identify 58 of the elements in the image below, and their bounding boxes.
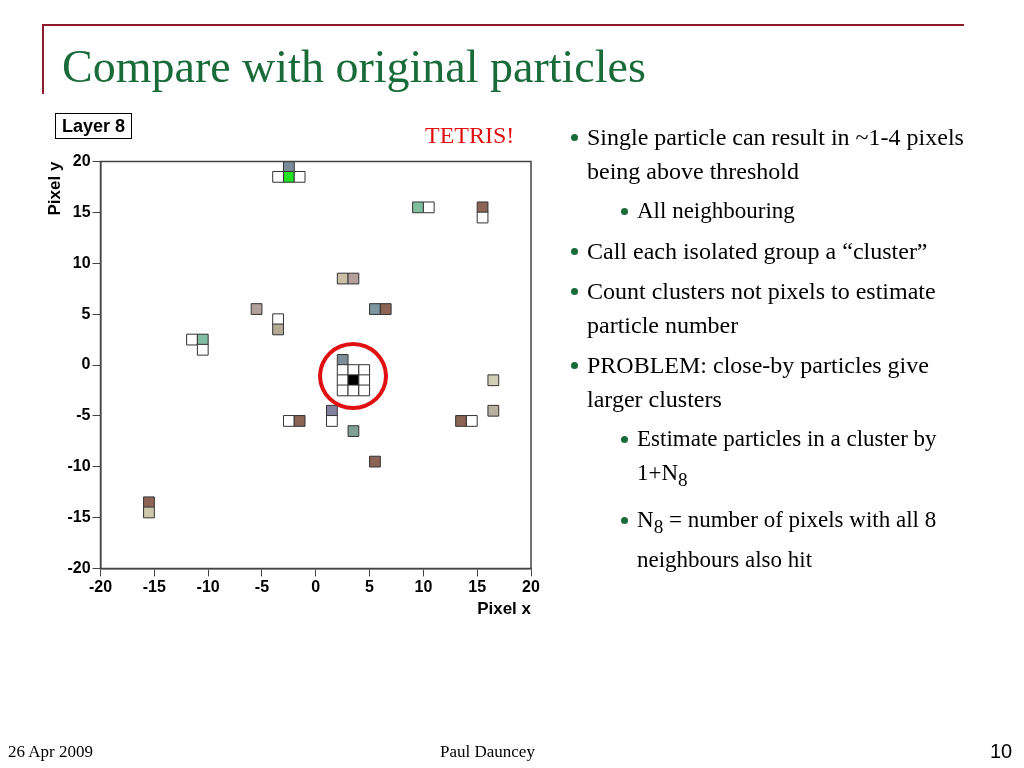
text: PROBLEM: close-by particles give larger clusters	[587, 351, 930, 414]
point	[272, 170, 284, 183]
y-axis-title: Pixel y	[44, 161, 64, 216]
point	[487, 404, 500, 417]
x-tick-label: -10	[196, 578, 220, 596]
x-tick-label: 0	[311, 578, 321, 596]
y-tick-label: -20	[67, 558, 91, 576]
point	[293, 415, 306, 427]
x-tick-label: 15	[468, 578, 487, 596]
point	[282, 170, 295, 183]
point	[347, 272, 360, 285]
x-tick-label: 10	[414, 578, 433, 596]
text: Single particle can result in ~1-4 pixels being above threshold	[587, 123, 965, 186]
point	[282, 415, 295, 427]
y-tick-label: 5	[81, 304, 91, 322]
point	[293, 170, 306, 183]
point	[465, 415, 478, 427]
text: 26 Apr 2009	[8, 742, 93, 762]
point	[347, 384, 360, 397]
point	[412, 201, 424, 214]
y-tick-label: 20	[72, 152, 91, 170]
x-tick-label: 20	[522, 578, 540, 596]
point	[476, 201, 489, 214]
text: All neighbouring	[637, 197, 795, 225]
point	[196, 343, 209, 356]
text: Count clusters not pixels to estimate particle number	[587, 277, 937, 340]
point	[476, 211, 489, 224]
point	[422, 201, 435, 214]
point	[186, 333, 198, 346]
y-tick-label: 10	[72, 253, 91, 271]
point	[347, 425, 360, 437]
x-tick-label: -15	[142, 578, 166, 596]
text: Estimate particles in a cluster by 1+N$_{8}$	[637, 425, 938, 492]
y-tick-label: 15	[72, 202, 91, 220]
y-tick-label: -10	[67, 457, 91, 475]
x-tick-label: -5	[254, 578, 270, 596]
y-tick-label: -5	[76, 406, 91, 424]
chart-subtitle: Layer 8	[55, 113, 133, 139]
chart-title: Compare with original particles	[62, 40, 646, 93]
point	[455, 415, 467, 427]
point	[250, 303, 263, 315]
point	[143, 506, 155, 519]
y-tick-label: 0	[81, 355, 91, 373]
point	[369, 303, 381, 315]
point	[379, 303, 392, 315]
point	[487, 374, 500, 387]
text: Paul Dauncey	[440, 742, 535, 762]
point	[272, 323, 284, 336]
text: TETRIS!	[425, 122, 515, 149]
x-tick-label: 5	[365, 578, 375, 596]
y-tick-label: -15	[67, 507, 91, 525]
point	[369, 455, 381, 468]
point	[358, 384, 371, 397]
text: N$_{8}$ = number of pixels with all 8 neighbours also hit	[637, 505, 938, 575]
text: Call each isolated group a “cluster”	[587, 237, 928, 266]
x-axis-title: Pixel x	[477, 599, 532, 619]
point	[326, 415, 338, 427]
text: 10	[990, 740, 1013, 763]
